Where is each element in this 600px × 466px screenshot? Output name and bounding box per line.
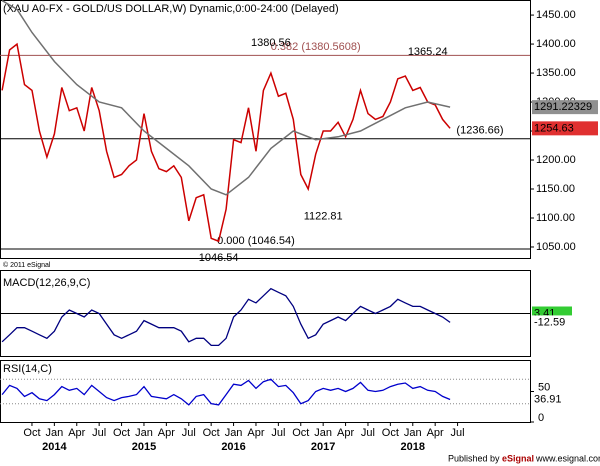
series-line xyxy=(1,287,451,347)
last-value-box xyxy=(532,392,598,407)
x-tick-label: Jan xyxy=(135,427,153,439)
x-tick-label: Oct xyxy=(382,427,399,439)
y-tick-label: 1200.00 xyxy=(536,154,576,166)
series-line xyxy=(1,0,451,196)
last-value-label: 1254.63 xyxy=(534,122,574,134)
x-tick-label: Oct xyxy=(113,427,130,439)
y-tick-label: 50 xyxy=(538,381,550,393)
footer-url: www.esignal.com xyxy=(535,453,600,463)
macd-title: MACD(12,26,9,C) xyxy=(3,277,90,289)
y-tick-label: 1350.00 xyxy=(536,67,576,79)
annotation: 1122.81 xyxy=(304,211,343,223)
series-line xyxy=(1,42,451,243)
y-tick-label: 1050.00 xyxy=(536,241,576,253)
x-tick-label: Jul xyxy=(451,427,465,439)
x-tick-label: Jan xyxy=(404,427,422,439)
last-value-label: 36.91 xyxy=(534,393,562,405)
year-label: 2018 xyxy=(401,441,425,453)
x-tick-label: Jul xyxy=(271,427,285,439)
y-tick-label: 0 xyxy=(538,412,544,424)
x-tick-label: Jul xyxy=(92,427,106,439)
x-tick-label: Jan xyxy=(314,427,332,439)
x-tick-label: Apr xyxy=(68,427,85,439)
last-value-box xyxy=(532,315,598,330)
x-tick-label: Jul xyxy=(361,427,375,439)
last-value-box xyxy=(532,121,598,136)
year-label: 2016 xyxy=(221,441,245,453)
chart-title: (XAU A0-FX - GOLD/US DOLLAR,W) Dynamic,0… xyxy=(3,3,339,15)
copyright: © 2011 eSignal xyxy=(3,261,51,269)
y-tick-label: 1150.00 xyxy=(536,183,575,195)
x-tick-label: Apr xyxy=(427,427,444,439)
price-panel xyxy=(0,0,531,259)
y-tick-label: 1450.00 xyxy=(536,9,576,21)
x-tick-label: Jan xyxy=(225,427,243,439)
footer-published: Published by xyxy=(448,453,500,463)
x-tick-label: Oct xyxy=(292,427,309,439)
x-tick-label: Apr xyxy=(158,427,175,439)
rsi-title: RSI(14,C) xyxy=(3,363,52,375)
last-value-box xyxy=(532,100,598,115)
x-tick-label: Oct xyxy=(23,427,40,439)
x-tick-label: Jan xyxy=(45,427,63,439)
level-label: (1236.66) xyxy=(456,125,503,137)
annotation: 1380.56 xyxy=(251,37,291,49)
annotation: 1365.24 xyxy=(408,46,448,58)
annotation: 1046.54 xyxy=(199,252,239,264)
year-label: 2015 xyxy=(132,441,156,453)
x-tick-label: Jul xyxy=(182,427,196,439)
series-line xyxy=(1,378,451,406)
x-tick-label: Oct xyxy=(203,427,220,439)
y-tick-label: 1400.00 xyxy=(536,38,576,50)
year-label: 2014 xyxy=(42,441,67,453)
year-label: 2017 xyxy=(311,441,335,453)
footer-brand: eSignal xyxy=(502,453,534,463)
x-tick-label: Apr xyxy=(337,427,354,439)
level-label: 0.382 (1380.5608) xyxy=(271,41,361,53)
level-label: 0.000 (1046.54) xyxy=(217,235,295,247)
y-tick-label: 1100.00 xyxy=(536,212,575,224)
last-value-label: -12.59 xyxy=(534,316,565,328)
x-tick-label: Apr xyxy=(247,427,264,439)
last-value-label: 1291.22329 xyxy=(534,101,592,113)
